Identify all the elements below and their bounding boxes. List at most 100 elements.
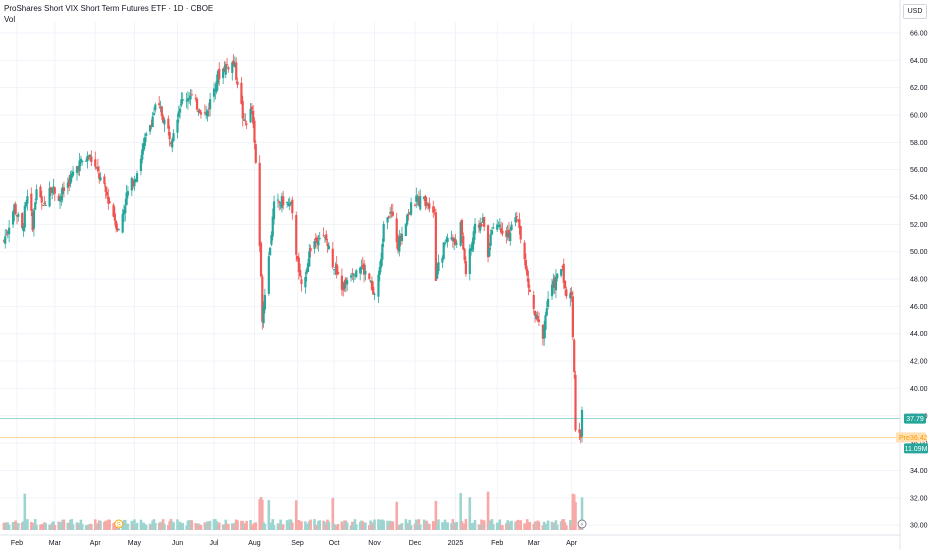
pre-price-label-bg: [896, 432, 926, 443]
candle-body: [436, 270, 439, 279]
volume-bar: [234, 519, 238, 530]
candle-body: [543, 326, 546, 339]
dividend-icon-label: S: [117, 523, 121, 529]
candle-body: [470, 248, 473, 252]
candle-body: [351, 273, 354, 275]
candle-body: [362, 263, 366, 275]
volume-bar: [153, 523, 157, 530]
candle-body: [270, 234, 273, 245]
candle-body: [323, 236, 327, 238]
candle-body: [506, 232, 509, 237]
candle-body: [78, 160, 81, 172]
volume-bar: [185, 525, 188, 530]
volume-bar: [580, 497, 584, 530]
candle-body: [70, 173, 73, 179]
volume-label: 11.09M: [905, 446, 928, 453]
volume-bar: [550, 521, 554, 530]
candle-body: [4, 236, 7, 244]
candle-body: [22, 226, 25, 232]
volume-bar: [103, 521, 106, 530]
volume-bar: [207, 523, 211, 530]
candle-body: [535, 314, 538, 319]
volume-bar: [157, 523, 161, 530]
candle-body: [177, 111, 180, 117]
volume-bar: [212, 519, 216, 530]
candle-body: [263, 294, 267, 310]
candle-body: [537, 319, 541, 322]
volume-bar: [272, 525, 276, 530]
candle-body: [124, 205, 127, 214]
volume-bar: [318, 520, 322, 530]
candle-body: [171, 139, 174, 148]
volume-bar: [417, 519, 421, 530]
candle-body: [335, 264, 338, 275]
volume-bar: [527, 524, 530, 530]
volume-bar: [426, 523, 430, 530]
volume-bar: [572, 494, 576, 530]
x-tick-label: Jun: [172, 540, 183, 547]
volume-bar: [143, 524, 147, 530]
currency-button[interactable]: USD: [903, 4, 927, 19]
candle-body: [519, 226, 522, 240]
candle-body: [280, 196, 283, 208]
candle-body: [107, 196, 110, 204]
volume-bar: [90, 524, 93, 530]
candle-body: [428, 203, 431, 209]
candle-body: [305, 269, 308, 274]
volume-bar: [491, 524, 495, 530]
volume-bar: [32, 525, 36, 530]
volume-bar: [300, 521, 303, 530]
candle-body: [198, 109, 201, 114]
volume-bar: [364, 522, 367, 530]
volume-bar: [545, 523, 549, 530]
candle-body: [570, 292, 573, 296]
volume-bar: [135, 522, 139, 530]
candle-body: [17, 214, 20, 217]
volume-bar: [382, 520, 385, 530]
volume-bar: [480, 519, 483, 530]
x-tick-label: Feb: [491, 540, 503, 547]
volume-bar: [169, 519, 173, 530]
candle-body: [190, 94, 193, 96]
candle-body: [249, 108, 252, 123]
candle-body: [400, 233, 404, 242]
candle-body: [48, 188, 51, 207]
candle-body: [313, 240, 316, 249]
volume-bars: [2, 491, 584, 530]
candle-body: [490, 230, 494, 235]
candle-body: [569, 293, 572, 299]
volume-bar: [514, 522, 517, 530]
candle-body: [331, 248, 334, 268]
candle-body: [66, 182, 69, 188]
candle-body: [580, 409, 584, 437]
time-axis[interactable]: Feb Mar Apr May Jun Jul Aug Sep Oct Nov Dec 2025 Feb…: [0, 534, 900, 547]
volume-legend[interactable]: Vol: [4, 15, 16, 24]
candle-body: [553, 278, 556, 288]
volume-bar: [6, 522, 10, 530]
volume-bar: [245, 520, 248, 530]
candle-body: [390, 211, 393, 214]
volume-bar: [144, 524, 148, 530]
volume-bar: [99, 520, 102, 530]
volume-bar: [358, 522, 362, 530]
y-tick-label: 46.00: [910, 304, 928, 311]
candle-body: [352, 274, 355, 276]
price-axis[interactable]: 30.0032.0034.0036.0038.0040.0042.0044.00…: [899, 0, 928, 550]
volume-bar: [388, 520, 392, 530]
candle-body: [544, 315, 547, 330]
volume-bar: [70, 519, 74, 530]
candle-body: [560, 269, 563, 276]
candle-body: [2, 240, 6, 242]
volume-bar: [464, 519, 468, 530]
candle-body: [115, 221, 118, 229]
symbol-legend-title[interactable]: ProShares Short VIX Short Term Futures E…: [4, 4, 214, 13]
volume-bar: [84, 525, 88, 530]
volume-bar: [88, 523, 92, 530]
volume-bar: [50, 522, 54, 530]
x-tick-label: Mar: [49, 540, 62, 547]
candle-body: [497, 225, 500, 227]
volume-bar: [472, 522, 476, 530]
volume-bar: [561, 519, 564, 530]
candle-body: [332, 269, 336, 271]
